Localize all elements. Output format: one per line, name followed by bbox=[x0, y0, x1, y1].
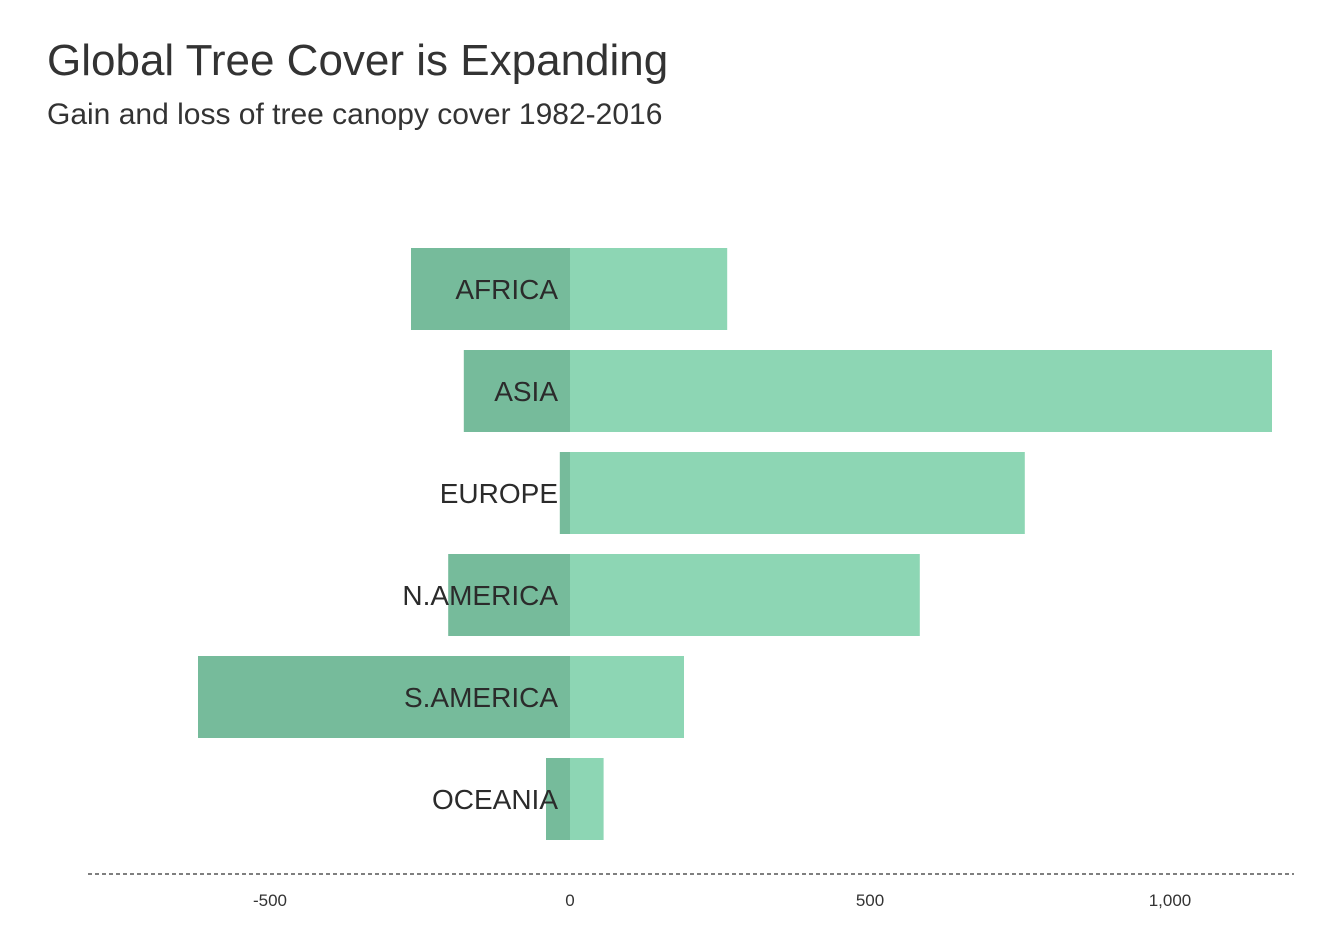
category-label-europe: EUROPE bbox=[440, 478, 558, 509]
bar-oceania-loss bbox=[546, 758, 570, 840]
bar-africa-gain bbox=[570, 248, 728, 330]
bar-n-america-gain bbox=[570, 554, 920, 636]
chart-subtitle: Gain and loss of tree canopy cover 1982-… bbox=[47, 98, 663, 131]
x-axis-ticks: -500 0 500 1,000 bbox=[253, 891, 1191, 910]
bar-oceania-gain bbox=[570, 758, 604, 840]
bar-n-america-loss bbox=[448, 554, 570, 636]
category-label-africa: AFRICA bbox=[455, 274, 558, 305]
bar-s-america-loss bbox=[198, 656, 570, 738]
x-tick-label: -500 bbox=[253, 891, 287, 910]
x-tick-label: 0 bbox=[565, 891, 574, 910]
bar-asia-gain bbox=[570, 350, 1272, 432]
bar-europe-loss bbox=[559, 452, 570, 534]
bars-layer bbox=[198, 248, 1272, 840]
category-labels: AFRICA ASIA EUROPE N.AMERICA S.AMERICA OCEANI… bbox=[402, 274, 558, 815]
bar-asia-loss bbox=[463, 350, 570, 432]
x-tick-label: 1,000 bbox=[1149, 891, 1192, 910]
chart-title: Global Tree Cover is Expanding bbox=[47, 36, 669, 85]
category-label-asia: ASIA bbox=[494, 376, 558, 407]
x-tick-label: 500 bbox=[856, 891, 884, 910]
category-label-s-america: S.AMERICA bbox=[404, 682, 558, 713]
category-label-n-america: N.AMERICA bbox=[402, 580, 558, 611]
bar-s-america-gain bbox=[570, 656, 684, 738]
category-label-oceania: OCEANIA bbox=[432, 784, 558, 815]
bar-europe-gain bbox=[570, 452, 1025, 534]
bar-africa-loss bbox=[411, 248, 570, 330]
